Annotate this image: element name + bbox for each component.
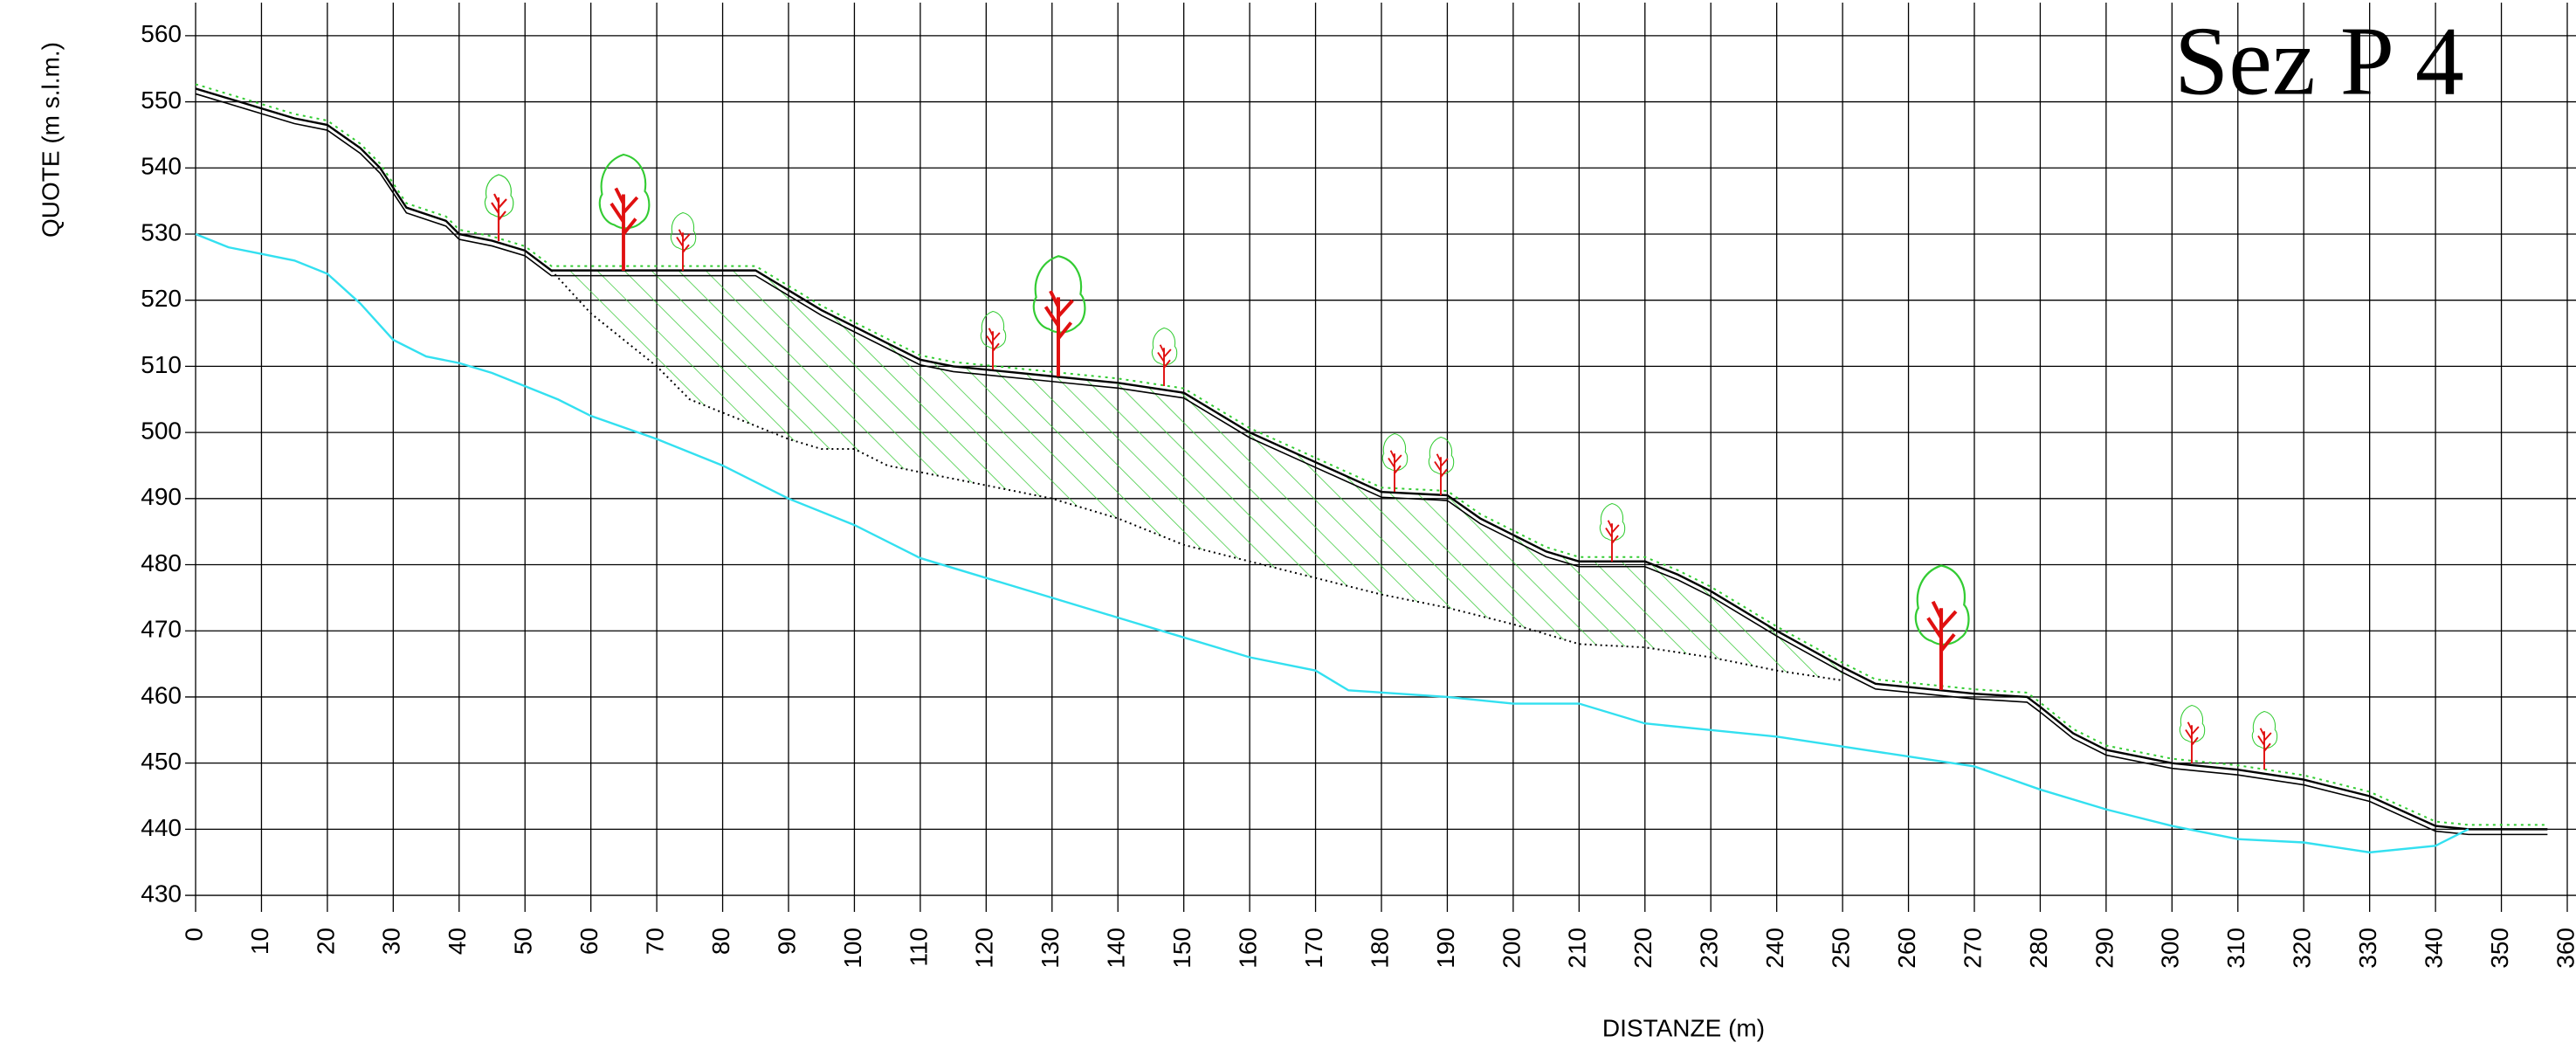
x-tick-label: 340 [2421, 928, 2448, 969]
x-tick-label: 290 [2090, 928, 2118, 969]
x-tick-label: 200 [1498, 928, 1525, 969]
x-tick-label: 300 [2157, 928, 2184, 969]
chart-title: Sez P 4 [2174, 8, 2464, 116]
x-tick-label: 30 [378, 928, 405, 955]
x-tick-label: 70 [642, 928, 669, 955]
tree [1916, 566, 1969, 691]
tree [1034, 256, 1085, 376]
y-tick-label: 530 [141, 218, 182, 245]
tree [1381, 432, 1409, 492]
x-tick-label: 210 [1564, 928, 1591, 969]
x-tick-label: 270 [1959, 928, 1986, 969]
x-tick-label: 40 [444, 928, 471, 955]
tree [1151, 327, 1178, 386]
x-tick-label: 330 [2354, 928, 2381, 969]
x-tick-label: 350 [2486, 928, 2513, 969]
x-axis-label: DISTANZE (m) [1602, 1014, 1765, 1041]
x-tick-label: 190 [1432, 928, 1459, 969]
x-tick-label: 90 [773, 928, 800, 955]
y-tick-label: 440 [141, 814, 182, 841]
x-tick-label: 320 [2289, 928, 2316, 969]
y-tick-label: 520 [141, 285, 182, 312]
y-tick-label: 450 [141, 748, 182, 775]
x-tick-label: 180 [1366, 928, 1393, 969]
tree [600, 155, 650, 271]
vegetation-line [195, 83, 2548, 826]
x-tick-label: 240 [1761, 928, 1788, 969]
y-tick-label: 560 [141, 20, 182, 47]
x-tick-label: 160 [1235, 928, 1262, 969]
x-tick-label: 80 [707, 928, 734, 955]
y-axis-label: QUOTE (m s.l.m.) [37, 42, 64, 238]
x-tick-label: 260 [1893, 928, 1920, 969]
tree [484, 173, 514, 241]
tree [1428, 436, 1455, 495]
y-tick-label: 500 [141, 417, 182, 444]
cut-area [551, 270, 1843, 681]
x-tick-label: 10 [246, 928, 273, 955]
x-tick-label: 170 [1300, 928, 1327, 969]
tree [980, 310, 1007, 369]
tree [670, 211, 697, 271]
series-line [195, 87, 2548, 831]
y-tick-label: 470 [141, 616, 182, 643]
y-tick-label: 540 [141, 153, 182, 180]
series-line [195, 232, 2469, 854]
x-tick-label: 120 [971, 928, 998, 969]
x-tick-label: 130 [1037, 928, 1064, 969]
tree [2251, 710, 2278, 770]
y-tick-label: 510 [141, 351, 182, 378]
x-tick-label: 220 [1629, 928, 1656, 969]
y-tick-label: 480 [141, 549, 182, 576]
y-tick-label: 490 [141, 483, 182, 510]
tree [1599, 502, 1626, 562]
x-tick-label: 20 [312, 928, 339, 955]
y-tick-label: 550 [141, 86, 182, 114]
x-tick-label: 250 [1828, 928, 1855, 969]
x-tick-label: 310 [2222, 928, 2249, 969]
x-tick-label: 110 [905, 928, 932, 967]
x-tick-label: 280 [2025, 928, 2052, 969]
x-tick-label: 360 [2552, 928, 2576, 969]
x-tick-label: 150 [1168, 928, 1195, 969]
x-tick-label: 230 [1696, 928, 1723, 969]
x-tick-label: 50 [510, 928, 537, 955]
x-tick-label: 0 [180, 928, 207, 942]
x-tick-label: 100 [839, 928, 866, 969]
ground-line-lower [195, 93, 2548, 836]
series-line [550, 269, 1843, 682]
x-tick-label: 140 [1103, 928, 1130, 969]
y-tick-label: 430 [141, 880, 182, 907]
x-tick-label: 60 [575, 928, 603, 955]
tree [2179, 704, 2206, 763]
y-tick-label: 460 [141, 681, 182, 708]
grid [185, 3, 2576, 912]
